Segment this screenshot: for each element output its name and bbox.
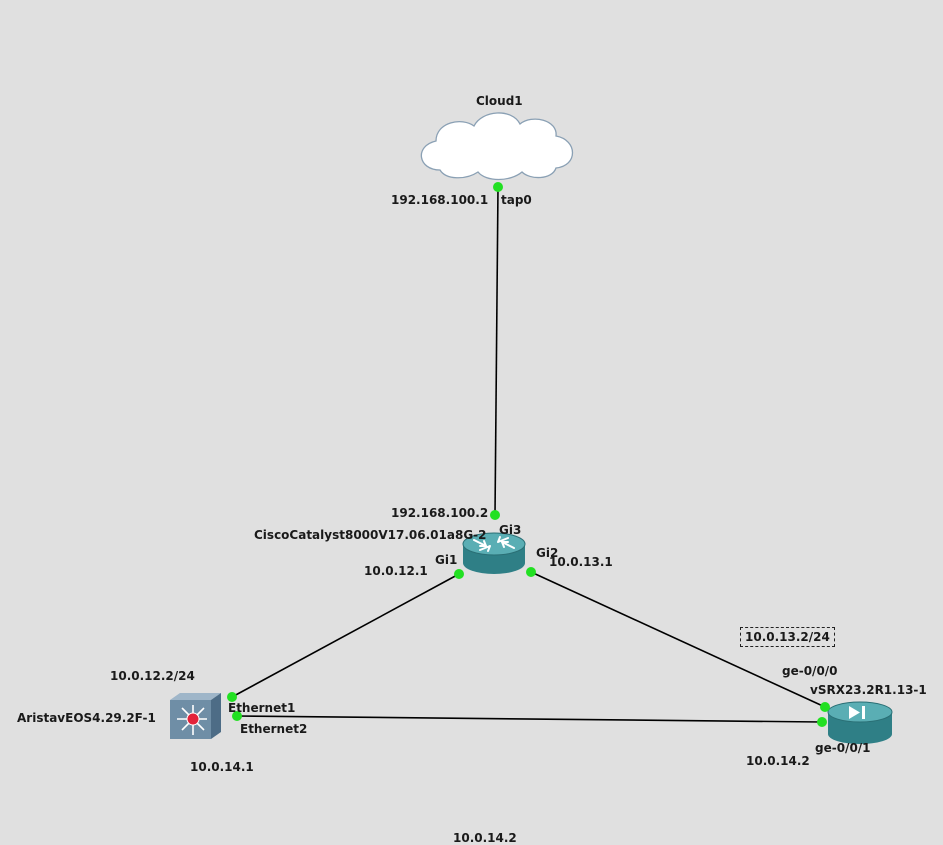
link-cisco-vsrx[interactable]	[530, 571, 826, 708]
address-arista-eth1[interactable]: 10.0.12.2/24	[110, 669, 195, 683]
port-dot-gi1[interactable]	[454, 569, 464, 579]
port-label-gi3: Gi3	[499, 523, 522, 537]
port-dot-ge001[interactable]	[817, 717, 827, 727]
link-arista-vsrx[interactable]	[236, 715, 823, 723]
port-label-ge000: ge-0/0/0	[782, 664, 838, 678]
node-label-cloud[interactable]: Cloud1	[476, 94, 523, 108]
port-label-ethernet1: Ethernet1	[228, 701, 296, 715]
port-dot-ethernet2[interactable]	[232, 711, 242, 721]
address-vsrx-ge000-note[interactable]: 10.0.13.2/24	[740, 627, 835, 647]
cloud-icon[interactable]	[420, 112, 573, 181]
port-dot-tap0[interactable]	[493, 182, 503, 192]
node-label-arista[interactable]: AristavEOS4.29.2F-1	[17, 711, 156, 725]
link-cloud-cisco[interactable]	[494, 186, 499, 516]
address-vsrx-ge001[interactable]: 10.0.14.2	[746, 754, 810, 768]
router-icon[interactable]	[462, 532, 526, 574]
port-label-tap0: tap0	[501, 193, 532, 207]
address-cisco-gi1[interactable]: 10.0.12.1	[364, 564, 428, 578]
port-label-gi2: Gi2	[536, 546, 559, 560]
firewall-icon[interactable]	[827, 701, 893, 744]
port-dot-ethernet1[interactable]	[227, 692, 237, 702]
address-cisco-gi3[interactable]: 192.168.100.2	[391, 506, 489, 520]
address-arista-eth2[interactable]: 10.0.14.1	[190, 760, 254, 774]
port-dot-gi2[interactable]	[526, 567, 536, 577]
node-label-cisco[interactable]: CiscoCatalyst8000V17.06.01a8G-2	[254, 528, 487, 542]
switch-icon[interactable]	[170, 693, 221, 739]
address-cisco-gi2[interactable]: 10.0.13.1	[549, 555, 613, 569]
node-label-vsrx[interactable]: vSRX23.2R1.13-1	[810, 683, 927, 697]
port-dot-gi3[interactable]	[490, 510, 500, 520]
address-cloud-tap0[interactable]: 192.168.100.1	[391, 193, 489, 207]
link-cisco-arista[interactable]	[231, 573, 460, 698]
address-bottom-note[interactable]: 10.0.14.2	[453, 831, 517, 845]
port-dot-ge000[interactable]	[820, 702, 830, 712]
port-label-gi1: Gi1	[435, 553, 458, 567]
port-label-ge001: ge-0/0/1	[815, 741, 871, 755]
port-label-ethernet2: Ethernet2	[240, 722, 308, 736]
